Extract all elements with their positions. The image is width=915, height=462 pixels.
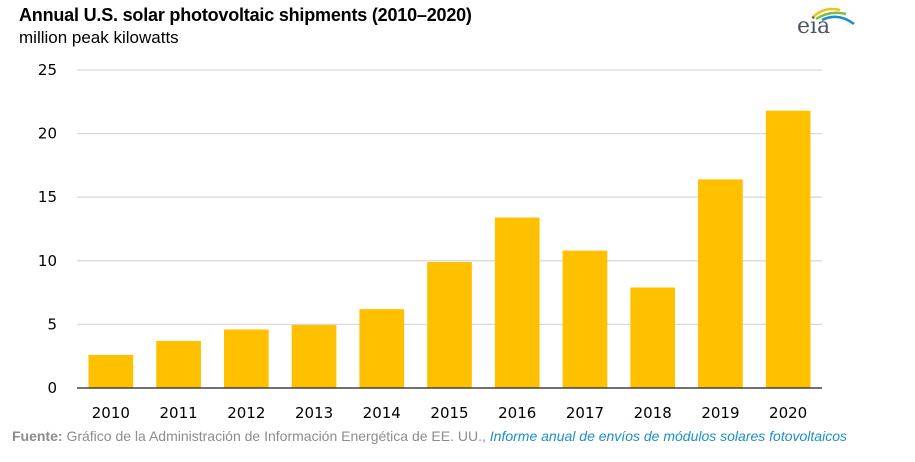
bar-2011 <box>156 340 201 388</box>
source-link[interactable]: Informe anual de envíos de módulos solar… <box>489 428 847 444</box>
y-tick-label: 10 <box>38 252 57 270</box>
chart-subtitle: million peak kilowatts <box>19 28 179 47</box>
bar-2010 <box>88 354 134 388</box>
source-note: Fuente: Gráfico de la Administración de … <box>12 428 912 445</box>
bar-2013 <box>291 325 337 388</box>
y-tick-label: 25 <box>38 61 57 79</box>
y-tick-label: 15 <box>38 188 57 206</box>
eia-logo[interactable]: eia <box>797 14 831 39</box>
source-text: Gráfico de la Administración de Informac… <box>62 428 490 444</box>
source-label: Fuente: <box>12 428 63 444</box>
bar-2018 <box>630 287 676 388</box>
x-tick-label: 2013 <box>295 404 333 422</box>
y-tick-label: 0 <box>47 379 57 397</box>
x-tick-label: 2020 <box>769 404 807 422</box>
bar-2015 <box>427 262 472 388</box>
y-tick-label: 20 <box>38 125 57 143</box>
x-tick-label: 2010 <box>92 404 130 422</box>
x-tick-label: 2014 <box>363 404 401 422</box>
x-tick-label: 2011 <box>159 404 197 422</box>
x-tick-label: 2018 <box>634 404 672 422</box>
x-tick-label: 2016 <box>498 404 536 422</box>
x-tick-label: 2012 <box>227 404 265 422</box>
y-tick-label: 5 <box>47 315 57 333</box>
chart-title: Annual U.S. solar photovoltaic shipments… <box>19 5 472 25</box>
bar-2012 <box>223 329 269 388</box>
bar-2020 <box>765 110 811 388</box>
bar-chart: 0 5 10 15 20 25 2010 2011 2012 2013 2014 2015 2016 20… <box>38 61 822 422</box>
x-tick-label: 2019 <box>701 404 739 422</box>
x-tick-label: 2017 <box>566 404 604 422</box>
x-tick-label: 2015 <box>430 404 468 422</box>
bar-2019 <box>698 179 743 388</box>
bar-2016 <box>494 217 540 388</box>
bar-2017 <box>562 250 608 388</box>
eia-logo-arcs-icon <box>811 7 855 26</box>
bar-2014 <box>359 309 405 388</box>
